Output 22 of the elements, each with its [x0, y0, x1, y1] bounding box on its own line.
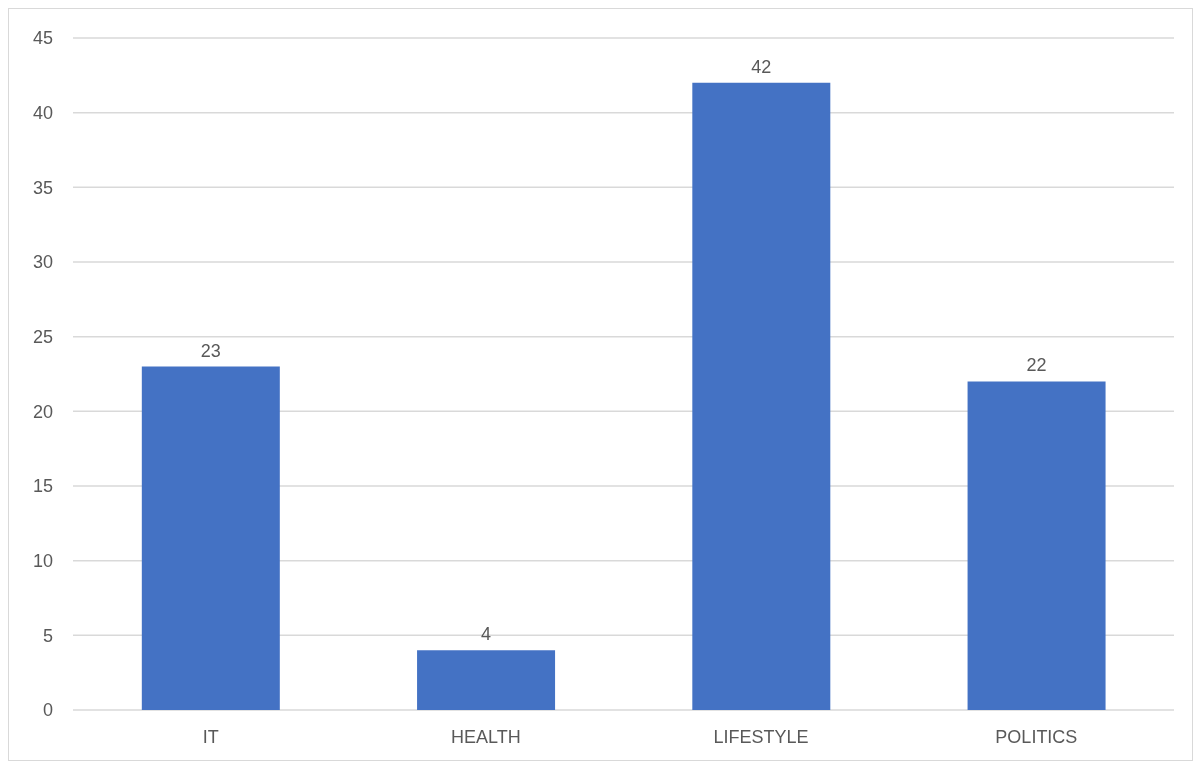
data-label: 23	[200, 340, 221, 361]
bar	[417, 650, 556, 710]
y-tick-label: 5	[42, 625, 53, 646]
bar	[141, 366, 280, 710]
y-tick-label: 40	[32, 103, 53, 124]
y-tick-label: 10	[32, 551, 53, 572]
y-tick-label: 0	[42, 700, 53, 721]
x-tick-label: POLITICS	[995, 726, 1078, 747]
y-tick-label: 15	[32, 476, 53, 497]
data-label: 42	[751, 56, 772, 77]
y-tick-label: 35	[32, 177, 53, 198]
data-label: 4	[481, 624, 492, 645]
x-tick-label: HEALTH	[451, 726, 521, 747]
y-tick-label: 20	[32, 401, 53, 422]
y-tick-label: 25	[32, 327, 53, 348]
x-tick-label: LIFESTYLE	[713, 726, 809, 747]
y-tick-label: 45	[32, 28, 53, 49]
y-tick-label: 30	[32, 252, 53, 273]
x-tick-label: IT	[202, 726, 219, 747]
data-label: 22	[1026, 355, 1047, 376]
bar	[967, 381, 1106, 710]
bar	[692, 82, 831, 710]
